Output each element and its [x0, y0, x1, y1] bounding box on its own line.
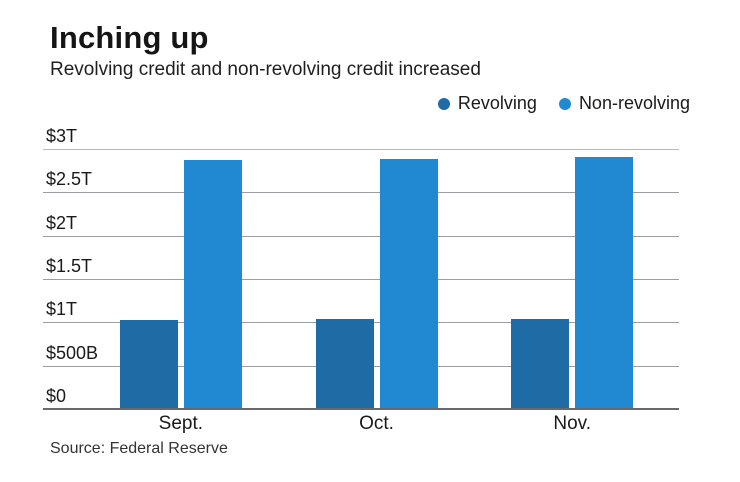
x-axis-label: Oct. — [359, 413, 394, 434]
y-tick-label: $3T — [46, 126, 78, 146]
y-tick-label: $1.5T — [46, 256, 93, 276]
chart-legend: Revolving Non-revolving — [437, 93, 690, 114]
x-axis-label: Nov. — [553, 413, 592, 434]
y-tick-label: $500B — [46, 342, 99, 363]
legend-item-revolving: Revolving — [437, 93, 537, 114]
non-revolving-bar — [183, 159, 242, 410]
page-title: Inching up — [50, 20, 209, 55]
source-note: Source: Federal Reserve — [50, 440, 228, 457]
plot-area: $3T $2.5T $2T $1.5T $1T $500B $0 — [43, 127, 679, 410]
x-axis-line — [43, 408, 679, 410]
x-axis-labels: Sept. Oct. Nov. — [83, 413, 670, 435]
y-tick-label: $0 — [46, 386, 67, 406]
revolving-dot-icon — [437, 97, 450, 110]
bar-group-oct — [279, 150, 475, 410]
gridline — [43, 279, 679, 280]
page-subtitle: Revolving credit and non-revolving credi… — [50, 59, 481, 80]
bars-area — [83, 150, 670, 410]
bar-group-nov — [474, 150, 670, 410]
y-tick-label: $1T — [46, 299, 78, 320]
non-revolving-dot-icon — [558, 97, 571, 110]
revolving-bar — [119, 319, 178, 410]
revolving-bar — [511, 319, 570, 410]
gridline — [43, 149, 679, 150]
legend-label-revolving: Revolving — [457, 93, 537, 113]
legend-label-non-revolving: Non-revolving — [578, 93, 690, 113]
revolving-bar — [315, 319, 374, 410]
bar-group-sept — [83, 150, 279, 410]
y-tick-label: $2.5T — [46, 169, 93, 190]
y-tick-label: $2T — [46, 212, 78, 233]
non-revolving-bar — [379, 158, 438, 410]
non-revolving-bar — [575, 156, 634, 410]
legend-item-non-revolving: Non-revolving — [558, 93, 690, 114]
x-axis-label: Sept. — [158, 413, 204, 434]
gridline — [43, 192, 679, 194]
gridline — [43, 235, 679, 237]
